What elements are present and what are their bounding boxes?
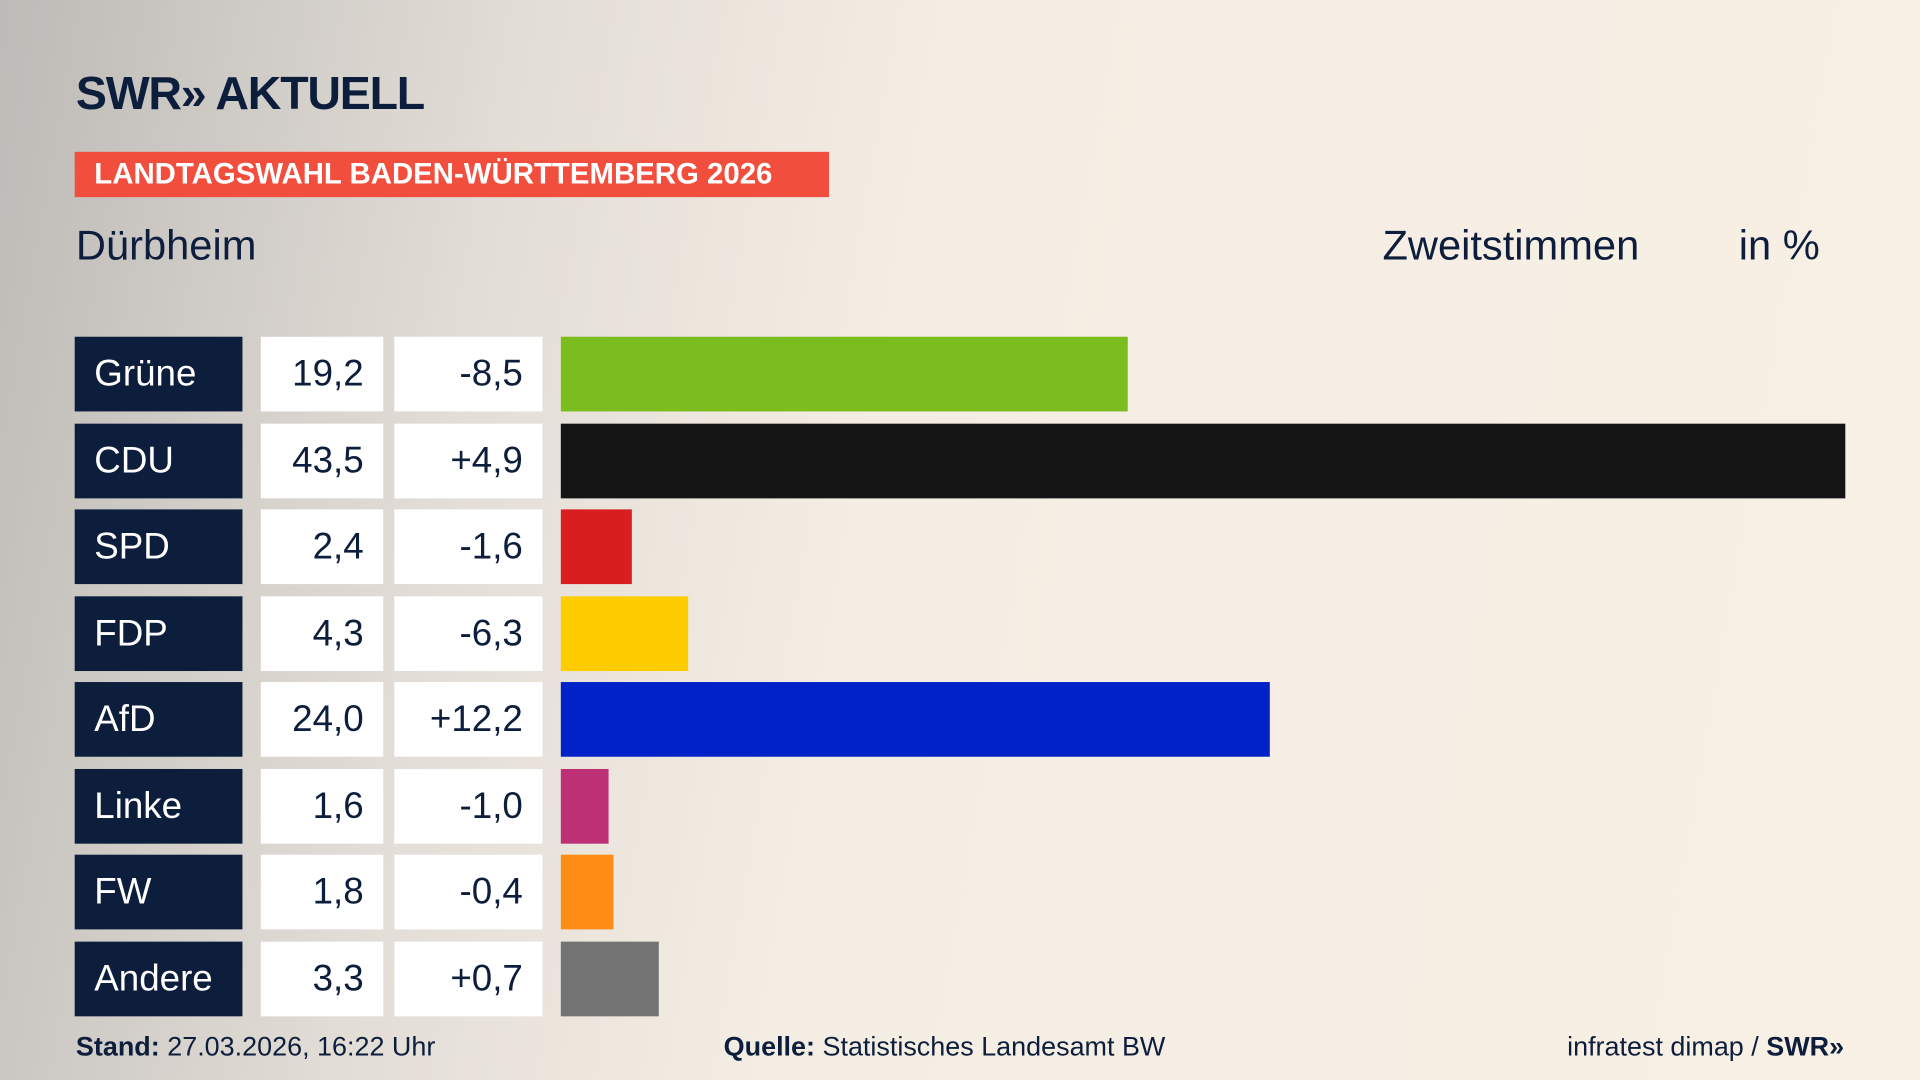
value-label: 3,3 bbox=[260, 941, 384, 1016]
diff-label: -1,0 bbox=[394, 768, 543, 844]
diff-label: -8,5 bbox=[394, 336, 543, 412]
bar-grüne bbox=[560, 336, 1128, 412]
value-label: 1,8 bbox=[260, 854, 384, 930]
value-label: 19,2 bbox=[260, 336, 384, 412]
vote-type-label: Zweitstimmen bbox=[1382, 222, 1640, 270]
source-label: Quelle: bbox=[723, 1031, 815, 1062]
value-label: 43,5 bbox=[260, 423, 384, 498]
timestamp: Stand: 27.03.2026, 16:22 Uhr bbox=[76, 1031, 435, 1063]
party-label: CDU bbox=[74, 423, 243, 498]
credit: infratest dimap / SWR» bbox=[1567, 1031, 1844, 1063]
source-value: Statistisches Landesamt BW bbox=[822, 1031, 1166, 1062]
party-label: Linke bbox=[74, 768, 243, 844]
diff-label: +4,9 bbox=[394, 423, 543, 498]
value-label: 24,0 bbox=[260, 682, 384, 757]
unit-label: in % bbox=[1738, 222, 1820, 270]
election-banner: LANDTAGSWAHL BADEN-WÜRTTEMBERG 2026 bbox=[74, 151, 829, 198]
diff-label: +12,2 bbox=[394, 682, 543, 757]
diff-label: -6,3 bbox=[394, 595, 543, 671]
bar-afd bbox=[560, 682, 1270, 757]
bar-fdp bbox=[560, 595, 688, 671]
party-label: FDP bbox=[74, 595, 243, 671]
value-label: 2,4 bbox=[260, 509, 384, 585]
diff-label: +0,7 bbox=[394, 941, 543, 1016]
bar-andere bbox=[560, 941, 659, 1016]
party-label: FW bbox=[74, 854, 243, 930]
value-label: 4,3 bbox=[260, 595, 384, 671]
stand-label: Stand: bbox=[75, 1031, 160, 1062]
value-label: 1,6 bbox=[260, 768, 384, 844]
location-title: Dürbheim bbox=[75, 222, 257, 270]
diff-label: -0,4 bbox=[394, 854, 543, 930]
diff-label: -1,6 bbox=[394, 509, 543, 585]
party-label: SPD bbox=[74, 509, 243, 585]
party-label: Andere bbox=[74, 941, 243, 1016]
swr-logo-small: SWR» bbox=[1766, 1031, 1845, 1062]
credit-text: infratest dimap / bbox=[1567, 1031, 1767, 1062]
bar-cdu bbox=[560, 423, 1846, 498]
stand-value: 27.03.2026, 16:22 Uhr bbox=[167, 1031, 436, 1062]
party-label: Grüne bbox=[74, 336, 243, 412]
source: Quelle: Statistisches Landesamt BW bbox=[724, 1031, 1166, 1063]
bar-fw bbox=[560, 854, 614, 930]
swr-aktuell-logo: SWR» AKTUELL bbox=[75, 68, 425, 121]
bar-linke bbox=[560, 768, 609, 844]
bar-spd bbox=[560, 509, 632, 585]
party-label: AfD bbox=[74, 682, 243, 757]
